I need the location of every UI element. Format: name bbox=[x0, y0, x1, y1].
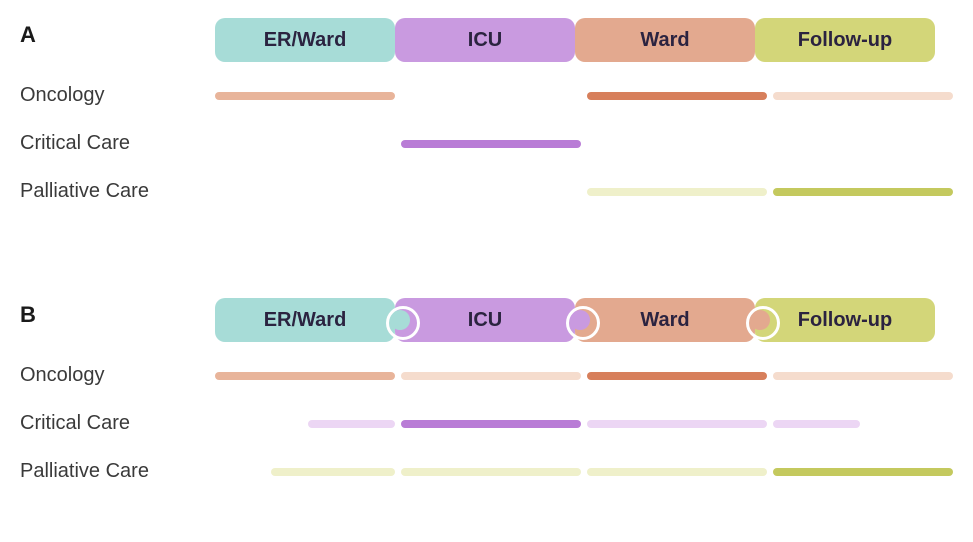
panel-b: B ER/WardICUWardFollow-up Oncology Critical… bbox=[0, 290, 973, 530]
puzzle-gap bbox=[746, 306, 780, 340]
care-bar bbox=[587, 188, 767, 196]
care-bar bbox=[215, 372, 395, 380]
care-bar bbox=[773, 188, 953, 196]
care-bar bbox=[401, 372, 581, 380]
care-bar bbox=[587, 420, 767, 428]
care-bar bbox=[773, 92, 953, 100]
row-label: Oncology bbox=[20, 364, 105, 387]
row-label: Oncology bbox=[20, 84, 105, 107]
phase-box-ward: Ward bbox=[575, 18, 755, 62]
row-label: Palliative Care bbox=[20, 460, 149, 483]
row-label: Critical Care bbox=[20, 412, 130, 435]
care-bar bbox=[587, 92, 767, 100]
care-bar bbox=[401, 468, 581, 476]
care-bar bbox=[401, 140, 581, 148]
care-bar bbox=[215, 92, 395, 100]
puzzle-gap bbox=[386, 306, 420, 340]
phase-box-icu: ICU bbox=[395, 18, 575, 62]
row-label: Critical Care bbox=[20, 132, 130, 155]
puzzle-gap bbox=[566, 306, 600, 340]
care-bar bbox=[271, 468, 395, 476]
care-bar bbox=[773, 372, 953, 380]
care-bar bbox=[401, 420, 581, 428]
phase-box-follow-up: Follow-up bbox=[755, 298, 935, 342]
phase-box-icu: ICU bbox=[395, 298, 575, 342]
phase-box-follow-up: Follow-up bbox=[755, 18, 935, 62]
care-bar bbox=[587, 372, 767, 380]
care-bar bbox=[773, 420, 860, 428]
care-bar bbox=[587, 468, 767, 476]
care-bar bbox=[773, 468, 953, 476]
panel-label: B bbox=[20, 302, 36, 328]
panel-a: A ER/WardICUWardFollow-up Oncology Critical… bbox=[0, 10, 973, 250]
phase-box-er-ward: ER/Ward bbox=[215, 18, 395, 62]
panel-label: A bbox=[20, 22, 36, 48]
phase-box-er-ward: ER/Ward bbox=[215, 298, 395, 342]
row-label: Palliative Care bbox=[20, 180, 149, 203]
care-bar bbox=[308, 420, 395, 428]
phase-box-ward: Ward bbox=[575, 298, 755, 342]
